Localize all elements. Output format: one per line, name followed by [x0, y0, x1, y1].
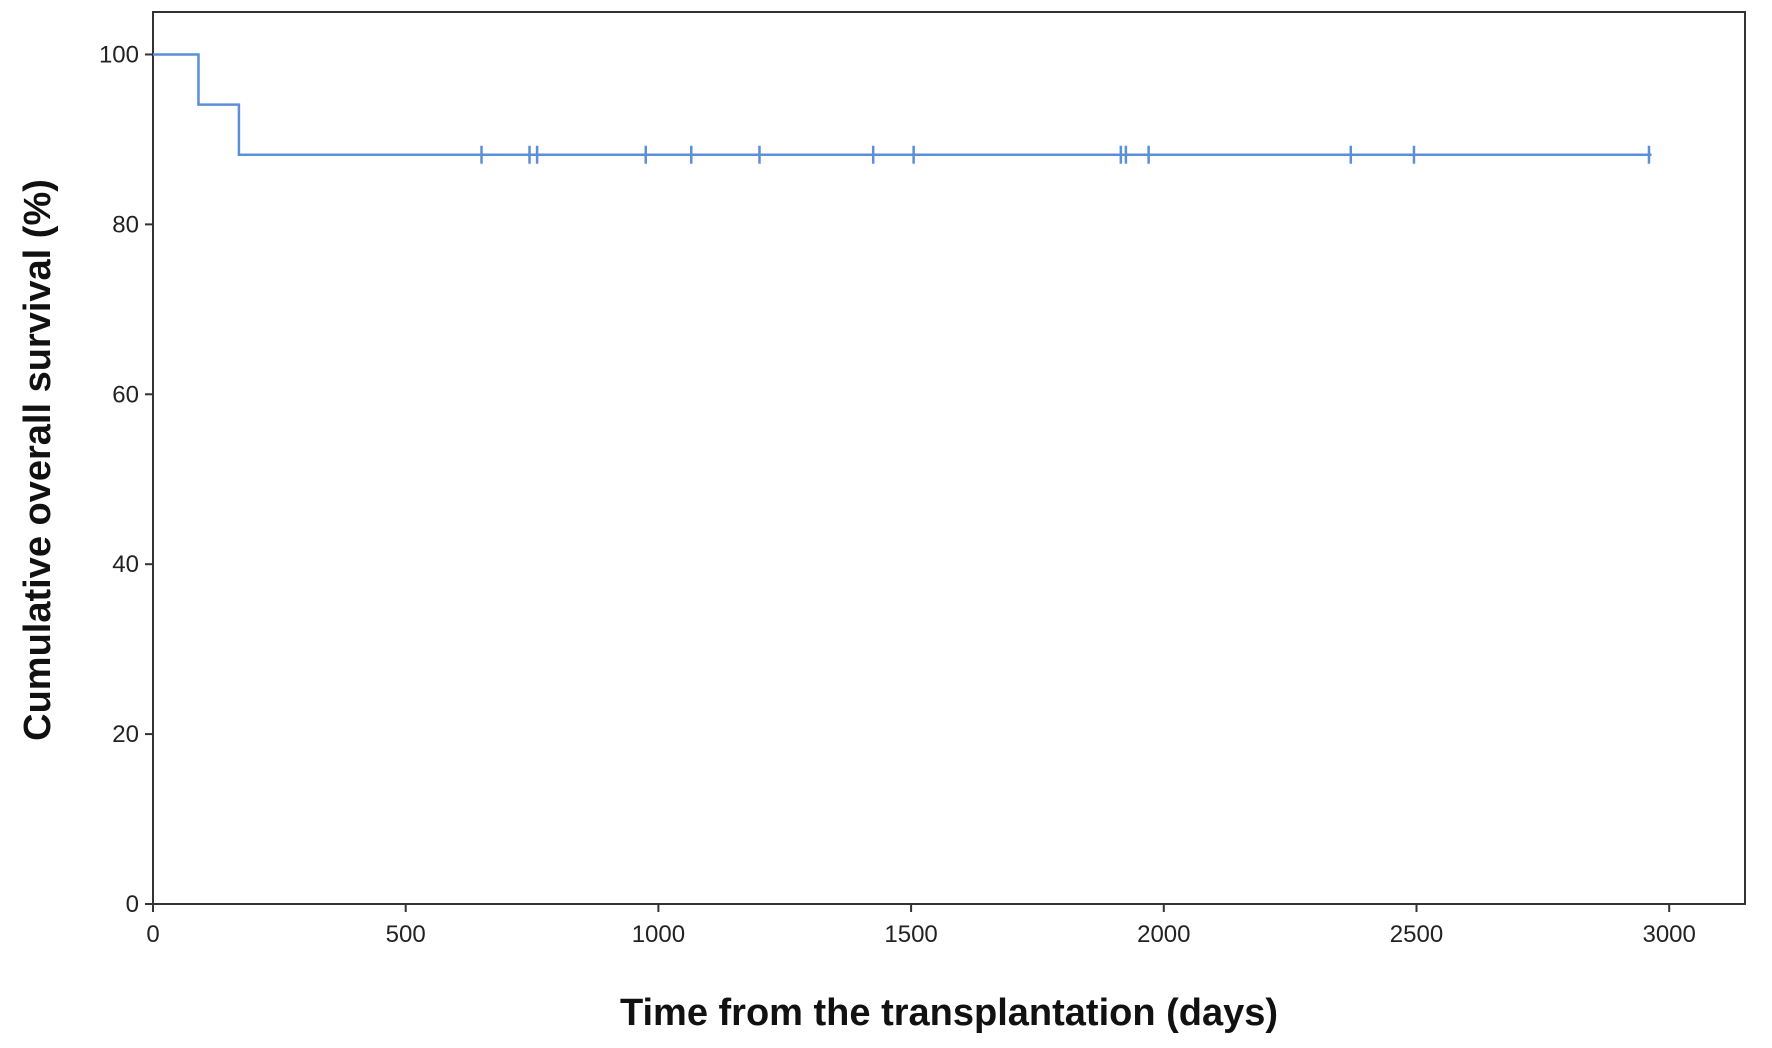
x-tick-label: 2000	[1137, 921, 1190, 948]
y-tick-label: 20	[112, 721, 139, 748]
series-layer	[153, 53, 1652, 164]
x-axis-title: Time from the transplantation (days)	[620, 992, 1278, 1034]
y-axis: 0 20 40 60 80 100	[99, 41, 153, 918]
y-tick-label: 60	[112, 381, 139, 408]
x-tick-label: 0	[146, 921, 159, 948]
y-axis-title: Cumulative overall survival (%)	[17, 179, 59, 741]
survival-step-line	[153, 53, 1652, 156]
x-tick-label: 3000	[1642, 921, 1695, 948]
x-axis: 0 500 1000 1500 2000 2500 3000	[146, 904, 1696, 948]
x-tick-label: 1500	[884, 921, 937, 948]
x-tick-label: 500	[386, 921, 426, 948]
y-tick-label: 80	[112, 211, 139, 238]
x-tick-label: 2500	[1390, 921, 1443, 948]
y-tick-label: 0	[126, 891, 139, 918]
plot-frame	[152, 11, 1746, 905]
x-tick-label: 1000	[632, 921, 685, 948]
y-tick-label: 40	[112, 551, 139, 578]
y-tick-label: 100	[99, 41, 139, 68]
